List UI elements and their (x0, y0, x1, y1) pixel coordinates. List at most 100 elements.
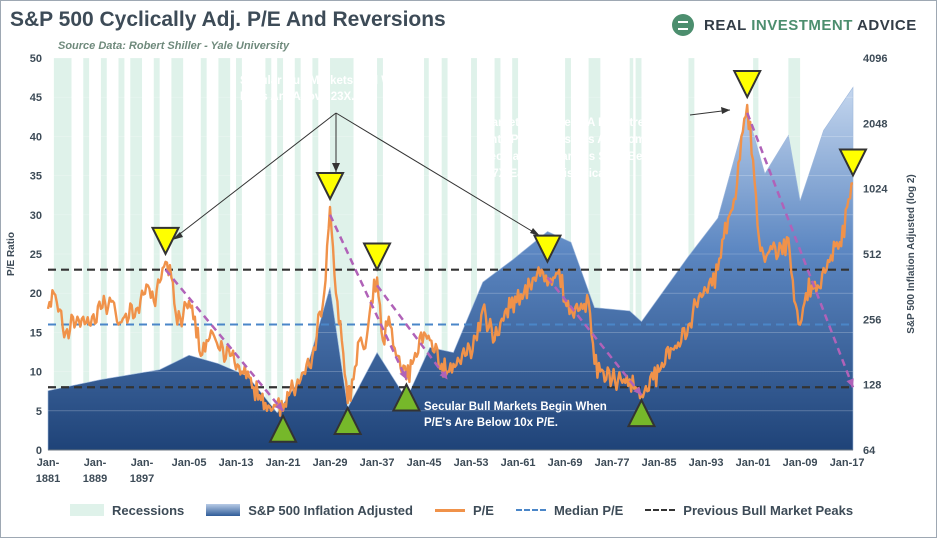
trend-arrow (546, 276, 643, 396)
trend-arrow (376, 284, 449, 381)
recession-band (588, 58, 601, 450)
recession-band (153, 58, 160, 450)
trend-arrow (164, 268, 284, 412)
x-tick-label: Jan-1889 (83, 457, 107, 485)
axes: 0 5 10 15 20 25 30 35 40 45 50 64 128 256 512 1024 2048 4… (6, 53, 917, 485)
trend-arrowhead (274, 402, 284, 411)
source-note: Source Data: Robert Shiller - Yale Unive… (58, 40, 290, 52)
annotation-bounce-1: Markets Bounce In A Downtrend (482, 117, 658, 129)
y-tick-label: 10 (30, 367, 42, 379)
legend-item-peaks: Previous Bull Market Peaks (645, 503, 853, 518)
callout-arrowhead (332, 163, 340, 172)
y2-tick-label: 1024 (863, 184, 888, 196)
y-tick-label: 40 (30, 131, 42, 143)
brand-name-tail: ADVICE (857, 16, 917, 34)
sell-marker (838, 148, 868, 178)
recession-band (471, 58, 477, 450)
legend-label-sp500: S&P 500 Inflation Adjusted (248, 502, 413, 518)
sp500-area-layer (47, 86, 854, 451)
x-tick-label: Jan-1897 (130, 457, 154, 485)
x-tick-label: Jan-77 (595, 457, 630, 469)
recession-band (171, 58, 184, 450)
y-tick-label: 50 (30, 53, 42, 65)
callout-arrowhead (172, 232, 183, 240)
x-tick-label: Jan-13 (219, 457, 254, 469)
legend-item-recessions: Recessions (70, 503, 184, 518)
brand-icon (672, 14, 694, 36)
pe-line (46, 103, 853, 417)
recession-band (200, 58, 207, 450)
annotation-bull-end-1: Secular Bull Markets End When (240, 75, 413, 87)
legend-swatch-peaks (645, 509, 676, 511)
recession-band (118, 58, 125, 450)
recession-band (277, 58, 284, 450)
y-tick-label: 35 (30, 171, 42, 183)
trend-arrowhead (633, 386, 642, 396)
y-tick-label: 0 (36, 445, 42, 457)
recession-band (100, 58, 107, 450)
annotation-bull-begin-1: Secular Bull Markets Begin When (424, 401, 607, 413)
trend-arrow (328, 214, 408, 380)
trend-arrowhead (399, 370, 407, 380)
y2-axis-title: S&P 500 Inflation Adjusted (log 2) (906, 174, 917, 333)
callout-line (171, 112, 337, 241)
recession-band (236, 58, 242, 450)
brand-name: REAL INVESTMENT ADVICE (704, 17, 917, 34)
recession-band (312, 58, 319, 450)
x-tick-label: Jan-01 (736, 457, 771, 469)
y-tick-label: 5 (36, 406, 42, 418)
legend-swatch-recessions (70, 504, 104, 516)
sell-marker (732, 70, 762, 100)
x-tick-label: Jan-09 (783, 457, 818, 469)
sp500-area (47, 86, 854, 451)
x-tick-label: Jan-61 (501, 457, 536, 469)
annotation-bounce-4: 5-7X Earning Historically (482, 168, 618, 180)
annotation-bull-end-2: P/E's Are Above 23X. (240, 91, 354, 103)
legend-label-recessions: Recessions (112, 502, 185, 518)
legend-item-median: Median P/E (515, 502, 624, 518)
recession-band (635, 58, 642, 450)
callouts: Secular Bull Markets End When P/E's Are … (171, 75, 731, 429)
chart-title: S&P 500 Cyclically Adj. P/E And Reversio… (10, 8, 446, 31)
recession-band (629, 58, 634, 450)
brand-name-accent: INVESTMENT (751, 16, 853, 34)
callout-arrowhead (530, 228, 540, 236)
y-tick-label: 30 (30, 210, 42, 222)
y-axis-title: P/E Ratio (6, 232, 17, 276)
brand-logo: REAL INVESTMENT ADVICE (672, 12, 917, 38)
x-tick-label: Jan-05 (172, 457, 207, 469)
legend-label-median: Median P/E (553, 502, 624, 518)
sell-marker (315, 171, 345, 202)
recession-band (218, 58, 231, 450)
sell-marker (150, 226, 181, 257)
callout-arrowhead (721, 107, 730, 114)
buy-marker (333, 405, 363, 435)
legend: Recessions S&P 500 Inflation Adjusted P/… (70, 500, 875, 520)
pe-chart: 0 5 10 15 20 25 30 35 40 45 50 64 128 256 512 1024 2048 4… (6, 53, 917, 485)
legend-item-sp500: S&P 500 Inflation Adjusted (206, 503, 413, 518)
x-tick-label: Jan-69 (548, 457, 583, 469)
recession-band (265, 58, 272, 450)
legend-swatch-pe (434, 508, 465, 512)
annotation-bull-begin-2: P/E's Are Below 10x P/E. (424, 417, 558, 429)
x-tick-label: Jan-17 (830, 457, 865, 469)
recession-band (441, 58, 448, 450)
sell-marker (362, 242, 392, 272)
x-tick-label: Jan-29 (313, 457, 348, 469)
x-tick-label: Jan-1881 (36, 457, 60, 485)
buy-marker (626, 397, 657, 428)
y2-tick-label: 128 (863, 380, 881, 392)
recession-band (53, 58, 72, 450)
sell-marker (532, 234, 563, 264)
buy-marker (391, 382, 422, 412)
trend-arrowhead (439, 370, 448, 380)
recession-band (294, 58, 301, 450)
pe-line-layer (46, 103, 853, 417)
y2-tick-label: 512 (863, 249, 881, 261)
y2-tick-label: 256 (863, 314, 881, 326)
x-tick-label: Jan-93 (689, 457, 724, 469)
y2-tick-label: 64 (863, 445, 876, 457)
x-tick-label: Jan-37 (360, 457, 395, 469)
signal-markers (150, 70, 868, 443)
grid-lines (48, 57, 853, 412)
